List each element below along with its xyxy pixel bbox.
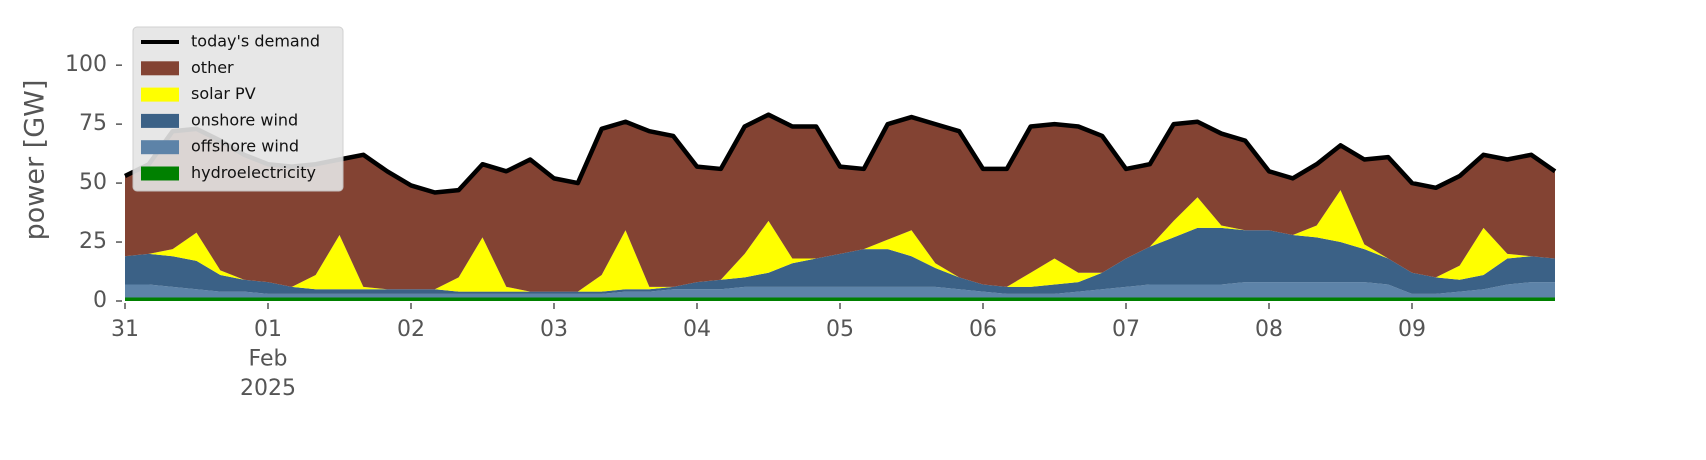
x-tick-label: 05 — [826, 317, 854, 342]
legend-handle — [141, 87, 179, 102]
y-tick-label: 75 — [79, 111, 107, 136]
x-tick-label-line: 04 — [683, 317, 711, 342]
y-tick-label: 50 — [79, 170, 107, 195]
y-axis-label: power [GW] — [20, 80, 51, 241]
legend-label: other — [191, 58, 234, 77]
legend-handle — [141, 166, 179, 181]
x-tick-label: 02 — [397, 317, 425, 342]
legend-label: onshore wind — [191, 110, 298, 129]
y-tick-label: 25 — [79, 229, 107, 254]
x-tick-label-line: 2025 — [240, 376, 296, 401]
x-tick-label: 08 — [1255, 317, 1283, 342]
x-tick-label-line: 31 — [111, 317, 139, 342]
plot-area — [124, 112, 1557, 301]
area — [125, 114, 1555, 292]
x-tick-label-line: 09 — [1398, 317, 1426, 342]
x-tick-label-line: 01 — [254, 317, 282, 342]
x-tick-label: 01 Feb 2025 — [240, 317, 296, 401]
x-tick-label-line: 05 — [826, 317, 854, 342]
y-tick-label: 100 — [65, 52, 107, 77]
legend: today's demand other solar PV onshore wind o… — [132, 26, 344, 192]
demand-line — [124, 112, 1557, 195]
x-tick-label-line: 07 — [1112, 317, 1140, 342]
area — [125, 190, 1555, 292]
area — [125, 227, 1555, 294]
area — [125, 282, 1555, 298]
x-tick-label: 31 — [111, 317, 139, 342]
x-tick-label-line: 03 — [540, 317, 568, 342]
legend-box — [132, 26, 344, 192]
x-tick-label-line: 06 — [969, 317, 997, 342]
legend-label: today's demand — [191, 32, 320, 51]
x-tick-label-line: 02 — [397, 317, 425, 342]
x-tick-label: 03 — [540, 317, 568, 342]
legend-handle — [141, 61, 179, 76]
legend-label: solar PV — [191, 84, 256, 103]
y-tick-label: 0 — [93, 288, 107, 313]
x-tick-label: 04 — [683, 317, 711, 342]
x-tick-label: 07 — [1112, 317, 1140, 342]
legend-label: hydroelectricity — [191, 163, 316, 182]
x-tick-label-line: 08 — [1255, 317, 1283, 342]
x-tick-label: 06 — [969, 317, 997, 342]
x-tick-label: 09 — [1398, 317, 1426, 342]
legend-label: offshore wind — [191, 137, 299, 156]
x-tick-label-line: Feb — [249, 347, 288, 372]
legend-handle — [141, 113, 179, 128]
area — [125, 297, 1555, 301]
legend-handle — [141, 140, 179, 155]
